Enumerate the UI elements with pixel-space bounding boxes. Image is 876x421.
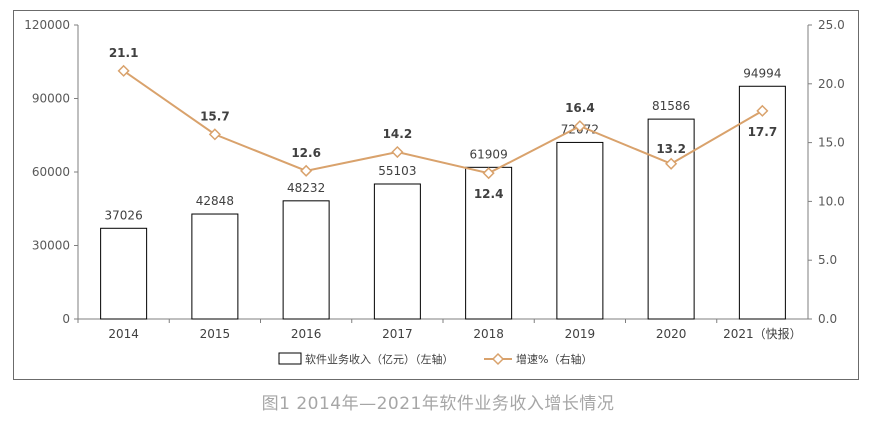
left-tick-label: 60000 [32, 165, 70, 179]
growth-rate-marker [300, 164, 313, 177]
growth-rate-label: 12.4 [474, 187, 504, 201]
bar [100, 227, 148, 320]
left-tick-label: 120000 [24, 18, 70, 32]
right-tick-label: 20.0 [818, 77, 845, 91]
growth-rate-marker [117, 64, 130, 77]
bar [647, 118, 695, 320]
bar [738, 85, 786, 320]
growth-rate-marker [391, 145, 404, 159]
right-tick-label: 15.0 [818, 136, 845, 150]
growth-rate-marker [208, 128, 221, 141]
growth-rate-label: 17.7 [748, 125, 778, 139]
growth-rate-marker [665, 157, 678, 170]
right-tick-label: 10.0 [818, 194, 845, 208]
figure-caption: 图1 2014年—2021年软件业务收入增长情况 [261, 394, 615, 414]
chart-frame [13, 10, 859, 380]
x-tick-label: 2016 [291, 327, 322, 341]
x-tick-label: 2019 [565, 327, 596, 341]
legend-line-label: 增速%（右轴） [516, 352, 592, 366]
bar-value-label: 61909 [470, 147, 508, 161]
legend-bar-swatch [278, 352, 302, 365]
right-tick-label: 25.0 [818, 18, 845, 32]
x-tick-label: 2021（快报） [723, 326, 802, 341]
left-tick-label: 90000 [32, 92, 70, 106]
bar-value-label: 94994 [743, 66, 781, 80]
bar-value-label: 55103 [378, 164, 416, 178]
bar [282, 200, 330, 320]
growth-rate-label: 16.4 [565, 101, 595, 115]
x-tick-label: 2017 [382, 327, 413, 341]
right-tick-label: 0.0 [818, 312, 837, 326]
growth-rate-label: 12.6 [291, 146, 321, 160]
chart: 0 30000 60000 90000 120000 0.0 5.0 10.0 15.0 20.0… [24, 18, 845, 366]
growth-rate-marker [756, 104, 769, 117]
legend-bar-label: 软件业务收入（亿元）（左轴） [305, 352, 454, 366]
growth-rate-marker [573, 120, 586, 133]
left-tick-label: 30000 [32, 239, 70, 253]
x-tick-label: 2018 [473, 327, 504, 341]
growth-rate-label: 13.2 [656, 142, 686, 156]
x-tick-label: 2015 [200, 327, 231, 341]
growth-rate-label: 15.7 [200, 109, 230, 123]
x-tick-label: 2014 [108, 327, 139, 341]
growth-rate-marker [482, 167, 495, 180]
bar-value-label: 37026 [105, 208, 143, 222]
legend-line-marker [491, 352, 505, 366]
growth-rate-line [123, 70, 763, 175]
bar-value-label: 48232 [287, 181, 325, 195]
left-tick-label: 0 [62, 312, 70, 326]
bar [373, 183, 421, 320]
x-tick-label: 2020 [656, 327, 687, 341]
bar [556, 141, 604, 320]
bar [465, 166, 513, 320]
growth-rate-label: 14.2 [383, 127, 413, 141]
growth-rate-label: 21.1 [109, 46, 139, 60]
bar-value-label: 81586 [652, 99, 690, 113]
bar-value-label: 42848 [196, 194, 234, 208]
right-tick-label: 5.0 [818, 253, 837, 267]
bar [191, 213, 239, 320]
